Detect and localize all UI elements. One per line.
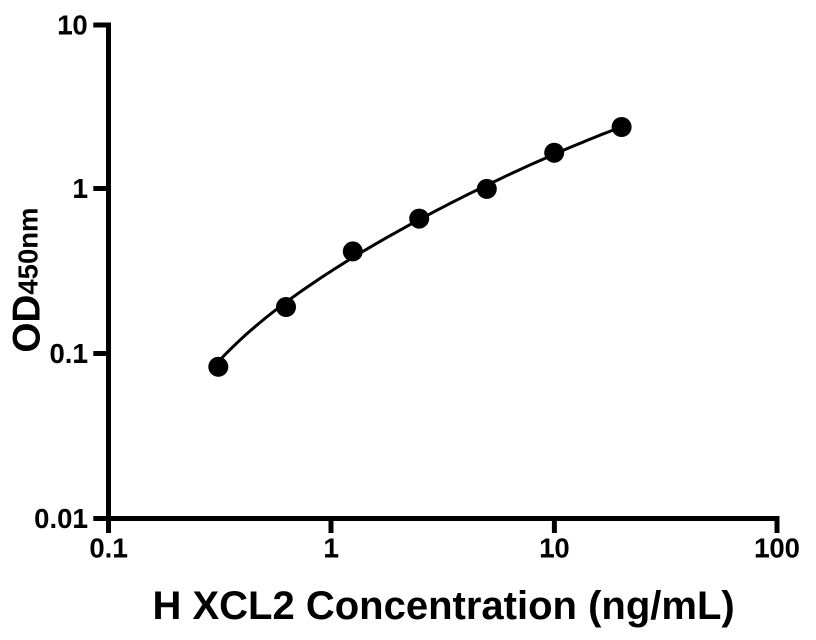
svg-text:OD450nm: OD450nm [6, 208, 49, 353]
svg-text:0.01: 0.01 [34, 503, 88, 534]
svg-text:10: 10 [539, 532, 570, 563]
svg-text:100: 100 [754, 532, 800, 563]
svg-text:0.1: 0.1 [89, 532, 127, 563]
svg-text:0.1: 0.1 [49, 338, 87, 369]
svg-text:1: 1 [323, 532, 338, 563]
svg-text:1: 1 [72, 173, 87, 204]
svg-text:H XCL2 Concentration (ng/mL): H XCL2 Concentration (ng/mL) [152, 584, 734, 628]
svg-text:10: 10 [57, 10, 88, 41]
